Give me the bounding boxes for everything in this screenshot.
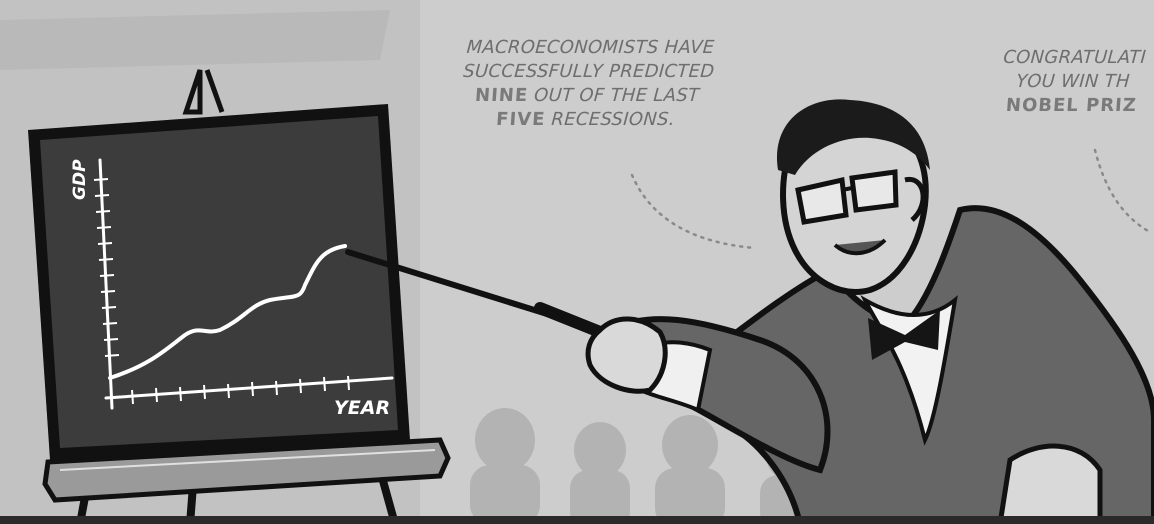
bubble-tail-left: [630, 173, 757, 250]
bubble-left-line-1: MACROECONOMISTS HAVE: [465, 37, 716, 58]
bubble-right-line-2: YOU WIN TH: [1015, 71, 1131, 92]
bubble-right-line-3-bold: NOBEL PRIZ: [1005, 95, 1138, 116]
background-stripe: [0, 10, 390, 70]
bubble-left-line-2: SUCCESSFULLY PREDICTED: [462, 61, 716, 82]
speech-bubble-left: MACROECONOMISTS HAVE SUCCESSFULLY PREDIC…: [405, 36, 772, 132]
graph-axes: [98, 158, 394, 410]
bubble-left-line-3-rest: OUT OF THE LAST: [527, 85, 701, 106]
graph-ticks: [93, 178, 350, 405]
bubble-left-line-4-rest: RECESSIONS.: [544, 109, 676, 130]
speech-bubble-right: CONGRATULATI YOU WIN TH NOBEL PRIZ: [955, 46, 1154, 118]
easel: [42, 69, 451, 524]
year-axis-label: YEAR: [334, 397, 391, 419]
pointer-grip: [534, 302, 606, 338]
bottom-frame: [0, 516, 1154, 524]
bubble-left-line-4-bold: FIVE: [495, 109, 547, 130]
bubble-right-line-1: CONGRATULATI: [1002, 47, 1147, 68]
bubble-tail-right: [1093, 148, 1152, 234]
chalkboard: [28, 104, 410, 460]
professor: [585, 99, 1154, 524]
bubble-left-line-3: NINE OUT OF THE LAST: [406, 84, 768, 108]
bubble-right-line-3: NOBEL PRIZ: [955, 94, 1154, 118]
bubble-left-line-4: FIVE RECESSIONS.: [405, 108, 767, 132]
gdp-axis-label: GDP: [70, 159, 90, 200]
gdp-line: [108, 244, 347, 380]
bubble-left-line-3-bold: NINE: [474, 85, 529, 106]
